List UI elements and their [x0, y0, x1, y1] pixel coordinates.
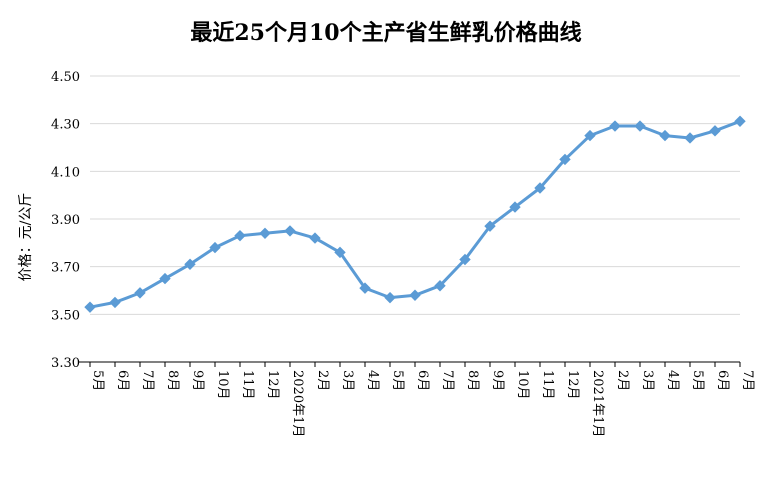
- data-point-marker: [409, 289, 421, 301]
- x-tick-label: 2月: [615, 370, 630, 391]
- x-tick-label: 10月: [215, 370, 230, 400]
- data-point-marker: [84, 301, 96, 313]
- x-tick-label: 7月: [440, 370, 455, 391]
- data-point-marker: [209, 241, 221, 254]
- y-tick-label: 4.30: [51, 118, 80, 133]
- y-tick-label: 3.50: [51, 308, 80, 323]
- x-tick-label: 3月: [340, 370, 355, 391]
- data-point-marker: [459, 253, 471, 266]
- x-tick-label: 5月: [690, 370, 705, 391]
- x-tick-label: 9月: [190, 370, 205, 391]
- x-tick-label: 6月: [715, 370, 730, 391]
- data-point-marker: [434, 280, 446, 292]
- x-tick-label: 4月: [365, 370, 380, 391]
- data-point-marker: [284, 225, 296, 237]
- data-point-marker: [609, 120, 621, 132]
- data-point-marker: [634, 120, 646, 132]
- y-axis-ticks: 3.30 3.50 3.70 3.90 4.10 4.30 4.50: [51, 70, 80, 371]
- x-tick-label: 7月: [740, 370, 755, 391]
- data-point-marker: [134, 287, 146, 299]
- y-tick-label: 4.50: [51, 70, 80, 85]
- y-axis-label: 价格：元/公斤: [18, 193, 34, 282]
- data-point-marker: [584, 129, 596, 142]
- data-point-marker: [709, 125, 721, 137]
- gridlines: [90, 75, 740, 315]
- x-tick-label: 10月: [515, 370, 530, 400]
- x-tick-label: 11月: [540, 370, 555, 400]
- x-axis: [78, 361, 741, 367]
- data-point-marker: [534, 182, 546, 194]
- data-point-marker: [159, 272, 171, 285]
- y-tick-label: 4.10: [51, 165, 80, 180]
- x-tick-label: 6月: [115, 370, 130, 391]
- data-point-marker: [259, 227, 271, 240]
- y-tick-label: 3.90: [51, 213, 80, 228]
- x-tick-label: 9月: [490, 370, 505, 391]
- data-point-marker: [109, 296, 121, 309]
- y-tick-label: 3.30: [51, 356, 80, 371]
- x-tick-label: 5月: [90, 370, 105, 391]
- x-tick-label: 8月: [465, 370, 480, 391]
- x-tick-label: 5月: [390, 370, 405, 391]
- x-tick-label: 8月: [165, 370, 180, 391]
- data-point-marker: [484, 220, 496, 232]
- series-line: [89, 119, 741, 309]
- data-point-marker: [334, 246, 346, 259]
- x-tick-label: 6月: [415, 370, 430, 391]
- x-tick-label: 7月: [140, 370, 155, 391]
- data-point-marker: [384, 291, 396, 304]
- x-tick-label: 2020年1月: [290, 370, 305, 437]
- price-series: [84, 115, 746, 313]
- x-tick-label: 3月: [640, 370, 655, 391]
- data-point-marker: [684, 132, 696, 144]
- x-axis-ticks: 5月 6月 7月 8月 9月 10月 11月 12月 2020年1月 2月 3月 4月 5月 6月 7月 8月…: [90, 370, 755, 437]
- x-tick-label: 2021年1月: [590, 370, 605, 437]
- data-point-marker: [509, 201, 521, 213]
- chart-title: 最近25个月10个主产省生鲜乳价格曲线: [190, 20, 581, 46]
- x-tick-label: 12月: [565, 370, 580, 400]
- data-point-marker: [309, 232, 321, 244]
- data-point-marker: [234, 229, 246, 242]
- data-point-marker: [184, 258, 196, 270]
- x-tick-label: 11月: [240, 370, 255, 400]
- x-tick-label: 12月: [265, 370, 280, 400]
- data-point-marker: [734, 115, 746, 127]
- data-point-marker: [659, 129, 671, 142]
- y-tick-label: 3.70: [51, 261, 80, 276]
- x-tick-label: 4月: [665, 370, 680, 391]
- data-point-marker: [559, 153, 571, 166]
- data-point-marker: [359, 282, 371, 294]
- x-tick-label: 2月: [315, 370, 330, 391]
